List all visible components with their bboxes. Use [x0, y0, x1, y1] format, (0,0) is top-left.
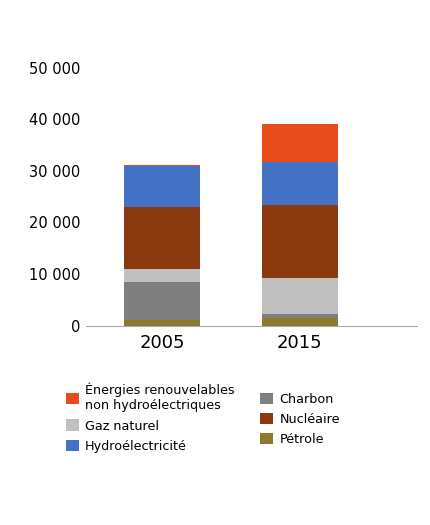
Bar [124, 282, 200, 320]
Bar [124, 269, 200, 282]
Bar [262, 205, 338, 278]
Bar [262, 162, 338, 205]
Bar [262, 278, 338, 313]
Bar [262, 318, 338, 326]
Bar [124, 320, 200, 326]
Bar [124, 166, 200, 207]
Legend: Énergies renouvelables
non hydroélectriques, Gaz naturel, Hydroélectricité, Char: Énergies renouvelables non hydroélectriq… [66, 383, 340, 453]
Bar [124, 165, 200, 166]
Bar [262, 313, 338, 318]
Bar [262, 124, 338, 162]
Bar [124, 207, 200, 269]
